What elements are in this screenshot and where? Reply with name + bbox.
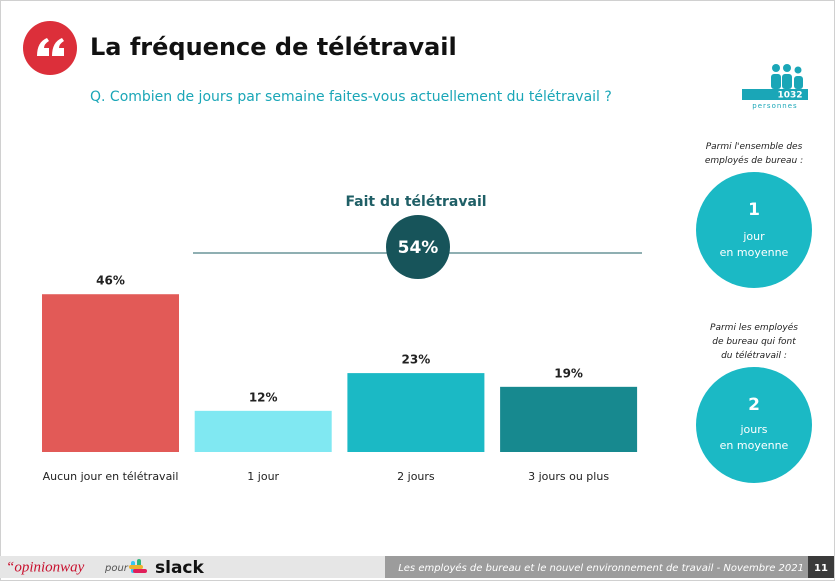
group-label: Fait du télétravail — [345, 194, 486, 210]
stat-circle — [696, 367, 812, 483]
category-label: 3 jours ou plus — [528, 470, 609, 483]
category-label: 1 jour — [247, 470, 279, 483]
stat-circle — [696, 172, 812, 288]
value-label: 19% — [554, 366, 583, 380]
text-line: en moyenne — [720, 439, 789, 452]
footer-band — [385, 556, 808, 578]
text-line: Parmi les employés — [710, 322, 798, 333]
quote-icon — [37, 38, 64, 56]
bar — [347, 373, 485, 452]
sidebar-caption: Parmi l'ensemble des employés de bureau : — [705, 142, 803, 166]
question: Q. Combien de jours par semaine faites-v… — [90, 89, 612, 105]
sample-unit: personnes — [752, 102, 797, 110]
text-line: employés de bureau : — [705, 155, 803, 166]
people-icon — [742, 64, 808, 100]
bar — [194, 410, 332, 452]
text-line: jours — [739, 423, 767, 436]
page-box — [808, 556, 834, 578]
group-total: 54% — [398, 238, 439, 258]
category-label: Aucun jour en télétravail — [43, 470, 179, 483]
quote-badge — [23, 21, 77, 75]
bar-chart: 46% Aucun jour en télétravail 12% 1 jour 23%… — [42, 274, 638, 483]
text-line: jour — [742, 230, 765, 243]
value-label: 46% — [96, 274, 125, 288]
value-label: 23% — [402, 353, 431, 367]
title: La fréquence de télétravail — [90, 33, 457, 61]
sample-size: 1032 — [777, 91, 802, 101]
bar — [42, 294, 179, 452]
stat-number: 1 — [748, 200, 760, 220]
slack-logo — [129, 559, 147, 573]
sidebar-caption: Parmi les employés de bureau qui font du t… — [710, 322, 798, 361]
footer-pour: pour — [104, 563, 129, 574]
stat-unit: jour en moyenne — [720, 230, 789, 259]
text-line: du télétravail : — [721, 350, 787, 361]
bar — [500, 386, 638, 452]
page-number: 11 — [814, 563, 828, 574]
value-label: 12% — [249, 390, 278, 404]
text-line: Parmi l'ensemble des — [706, 142, 803, 152]
text-line: de bureau qui font — [712, 337, 796, 347]
brand: “opinionway — [6, 559, 85, 575]
study-name: Les employés de bureau et le nouvel envi… — [398, 562, 804, 574]
footer-left — [0, 556, 385, 578]
category-label: 2 jours — [397, 470, 435, 483]
partner: slack — [155, 558, 204, 578]
stat-number: 2 — [748, 395, 760, 415]
group-badge — [386, 215, 450, 279]
text-line: en moyenne — [720, 246, 789, 259]
stat-unit: jours en moyenne — [720, 423, 789, 452]
